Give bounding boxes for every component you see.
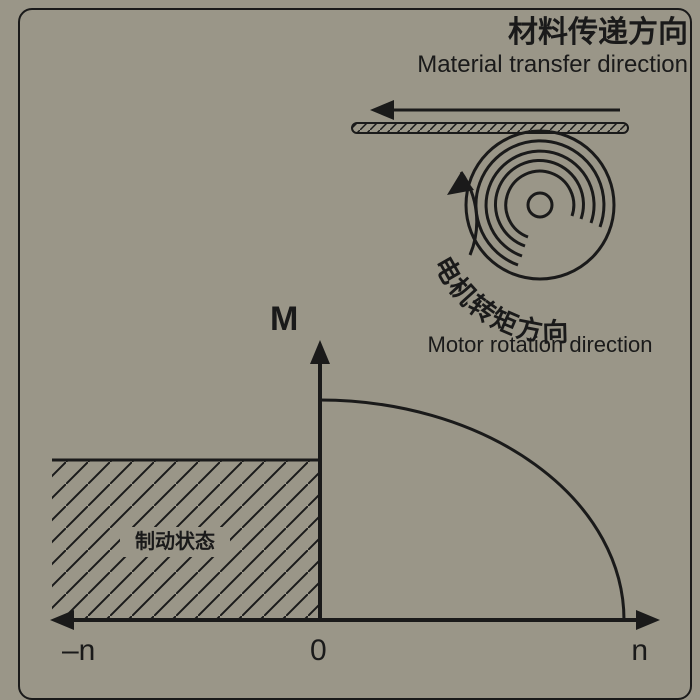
torque-curve xyxy=(320,400,624,620)
origin-label: 0 xyxy=(310,634,327,667)
x-pos-label: n xyxy=(631,634,648,667)
x-neg-label: –n xyxy=(62,634,95,667)
brake-region: 制动状态 xyxy=(52,460,320,620)
brake-label: 制动状态 xyxy=(135,529,215,553)
torque-speed-graph: 制动状态 M –n 0 n xyxy=(0,0,700,700)
y-axis-label: M xyxy=(270,300,298,338)
